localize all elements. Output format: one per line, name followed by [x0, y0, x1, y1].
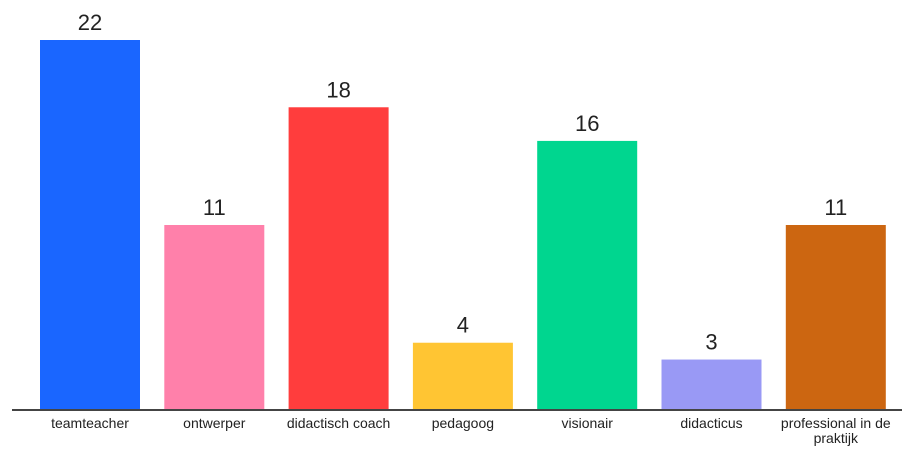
value-label: 22: [78, 10, 102, 35]
bar: [40, 40, 140, 410]
value-label: 3: [705, 330, 717, 355]
value-label: 11: [824, 195, 847, 220]
value-label: 4: [457, 313, 469, 338]
bar: [288, 107, 389, 410]
bar: [661, 359, 762, 410]
bar: [785, 225, 886, 410]
bar: [537, 140, 638, 410]
category-label: ontwerper: [183, 415, 246, 431]
category-label: didacticus: [680, 415, 743, 431]
category-label: didactisch coach: [286, 415, 391, 431]
value-label: 18: [326, 77, 350, 102]
category-label: visionair: [561, 415, 613, 431]
category-label: professional in de praktijk: [780, 415, 891, 446]
value-label: 11: [203, 195, 226, 220]
bar: [164, 225, 265, 410]
category-label: teamteacher: [51, 415, 129, 431]
bar: [412, 342, 513, 410]
category-label: pedagoog: [431, 415, 495, 431]
value-label: 16: [575, 111, 599, 136]
